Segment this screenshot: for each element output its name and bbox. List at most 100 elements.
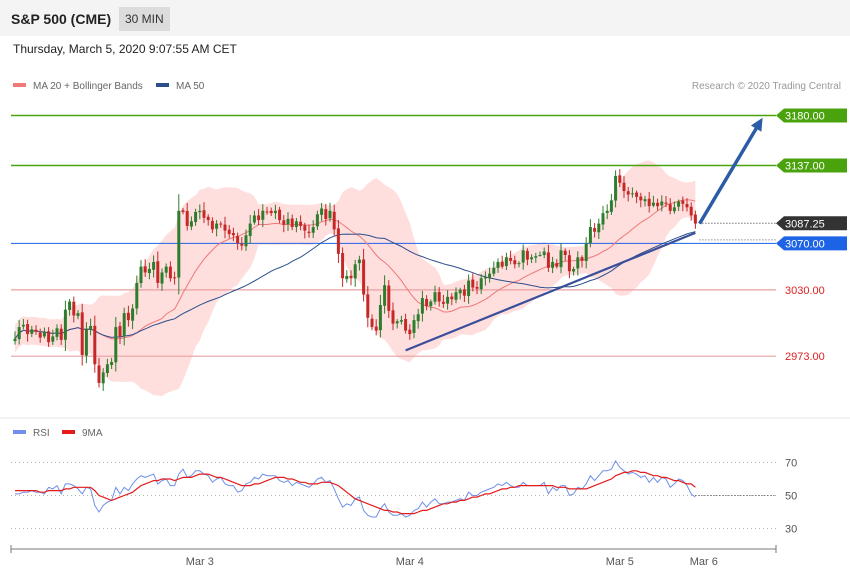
candle-body — [160, 272, 164, 284]
timeframe-badge[interactable]: 30 MIN — [119, 7, 170, 31]
ma50-line — [14, 231, 696, 339]
candle — [286, 212, 290, 232]
candle-body — [525, 250, 529, 260]
candle — [588, 219, 592, 248]
candle — [504, 252, 508, 271]
candle — [462, 284, 466, 303]
candle — [643, 195, 647, 207]
candle — [660, 195, 664, 212]
candle — [525, 248, 529, 266]
candle — [433, 285, 437, 305]
candle — [584, 237, 588, 269]
rsi-line — [15, 459, 696, 518]
candle — [328, 202, 332, 222]
candle-body — [391, 310, 395, 324]
candle-body — [206, 216, 210, 221]
candle-body — [97, 365, 101, 383]
candle — [122, 307, 126, 346]
candle-body — [433, 292, 437, 302]
candle-body — [559, 250, 563, 268]
candle-body — [147, 268, 151, 274]
candle — [488, 267, 492, 283]
candle-body — [59, 328, 63, 340]
candle — [513, 255, 517, 269]
candle-body — [622, 182, 626, 192]
candle-body — [261, 210, 265, 220]
candle — [357, 255, 361, 271]
candle-body — [601, 213, 605, 225]
candle-body — [685, 203, 689, 208]
instrument-title: S&P 500 (CME) — [11, 11, 112, 27]
candle-body — [626, 191, 630, 195]
candle-body — [618, 175, 622, 183]
candle-body — [185, 210, 189, 226]
candle — [269, 207, 273, 216]
candle-body — [139, 266, 143, 284]
candle-body — [311, 227, 315, 233]
candle-body — [496, 261, 500, 268]
candle-body — [492, 267, 496, 274]
candle — [101, 368, 105, 391]
candle-body — [664, 202, 668, 204]
candle — [572, 266, 576, 276]
candle — [332, 204, 336, 236]
candle — [387, 280, 391, 319]
candle-body — [21, 324, 25, 327]
candle-body — [76, 313, 80, 317]
candle-body — [219, 223, 223, 225]
candle — [219, 221, 223, 228]
candle — [668, 198, 672, 215]
candle-body — [332, 211, 336, 230]
x-tick-label: Mar 4 — [396, 556, 424, 568]
forecast-arrow-shaft — [698, 126, 759, 225]
candle-body — [597, 223, 601, 233]
candle — [412, 314, 416, 339]
candle — [131, 304, 135, 330]
x-tick-label: Mar 6 — [690, 556, 718, 568]
candle — [273, 204, 277, 220]
candle-body — [471, 279, 475, 288]
candle-body — [462, 289, 466, 296]
legend-9ma-label: 9MA — [82, 428, 103, 439]
candle-body — [475, 286, 479, 289]
candle — [450, 293, 454, 306]
candle-body — [668, 204, 672, 211]
resistance-tag — [776, 158, 847, 173]
candle — [114, 317, 118, 372]
candle — [13, 331, 17, 345]
candle — [538, 251, 542, 257]
candle-body — [244, 235, 248, 247]
legend-ma20-label: MA 20 + Bollinger Bands — [33, 81, 143, 92]
candle — [530, 254, 534, 263]
pivot-label: 3070.00 — [785, 238, 825, 250]
resistance-tag — [776, 108, 847, 123]
candle-body — [131, 308, 135, 321]
candle-body — [38, 332, 42, 338]
candle-body — [681, 200, 685, 204]
candle-body — [177, 210, 181, 278]
candle-body — [580, 257, 584, 261]
candle — [492, 261, 496, 277]
candle-body — [450, 296, 454, 300]
candle — [93, 315, 97, 373]
candle — [601, 205, 605, 230]
candle-body — [408, 329, 412, 335]
candle — [336, 220, 340, 263]
candle — [21, 318, 25, 330]
candle-body — [378, 305, 382, 331]
legend-ma50-swatch — [156, 83, 169, 88]
legend-9ma: 9MA — [62, 428, 103, 439]
support-label: 2973.00 — [785, 351, 825, 363]
candle — [147, 262, 151, 280]
candle — [500, 255, 504, 269]
candle — [51, 329, 55, 345]
candle — [261, 204, 265, 228]
candle — [240, 236, 244, 251]
candle — [278, 206, 282, 224]
timestamp: Thursday, March 5, 2020 9:07:55 AM CET — [13, 42, 237, 56]
candle — [282, 215, 286, 233]
candle-body — [26, 324, 30, 335]
candle — [639, 192, 643, 208]
candle-body — [353, 264, 357, 279]
